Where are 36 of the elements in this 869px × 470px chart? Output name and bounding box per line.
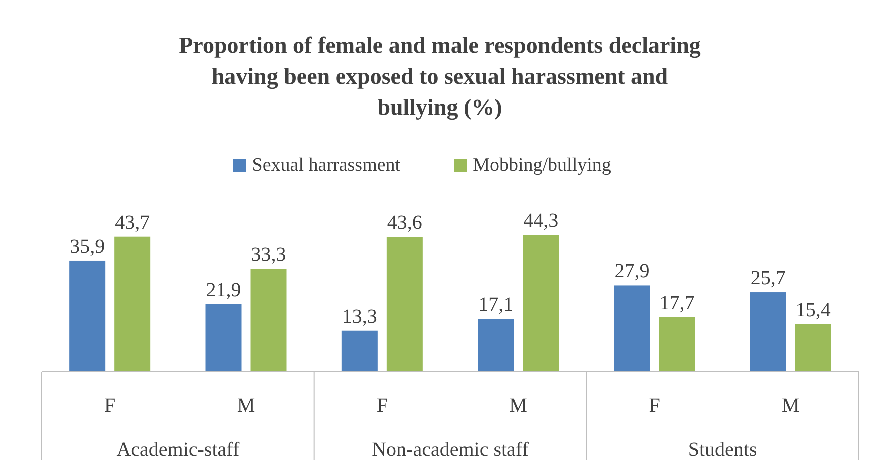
- data-label: 33,3: [251, 244, 286, 266]
- bar: [342, 330, 378, 372]
- bar: [478, 319, 514, 372]
- data-label: 25,7: [750, 268, 786, 290]
- legend-label: Sexual harrassment: [252, 155, 402, 176]
- data-label: 43,6: [387, 212, 422, 234]
- data-label: 43,7: [115, 212, 150, 234]
- bar: [614, 286, 650, 372]
- chart-title: Proportion of female and male respondents declaring having been exposed to sexual harassment and bullying (%): [179, 33, 702, 121]
- x-tick-label: M: [782, 395, 800, 417]
- bar: [250, 269, 287, 372]
- x-tick-label: M: [237, 395, 256, 417]
- bar: [114, 236, 151, 372]
- data-label: 15,4: [796, 299, 831, 322]
- data-label: 13,3: [342, 306, 378, 328]
- data-label: 35,9: [70, 236, 106, 258]
- bar: [659, 317, 696, 372]
- data-label: 27,9: [614, 260, 650, 283]
- text: Students: [688, 439, 758, 461]
- bar: [750, 292, 786, 372]
- text: Academic-staff: [116, 439, 240, 461]
- data-label: 17,7: [660, 292, 695, 314]
- bar: [795, 324, 832, 372]
- data-label: 17,1: [478, 294, 514, 316]
- legend-label: Mobbing/bullying: [473, 155, 612, 176]
- bar: [386, 237, 423, 372]
- data-label: 44,3: [524, 210, 559, 232]
- bar: [206, 304, 242, 372]
- x-tick-label: M: [510, 395, 528, 417]
- text: Non-academic staff: [372, 439, 530, 461]
- bar: [70, 260, 106, 372]
- bar: [523, 235, 560, 372]
- x-tick-label: F: [376, 395, 388, 417]
- x-tick-label: F: [104, 395, 116, 417]
- x-tick-label: F: [649, 395, 660, 417]
- data-label: 21,9: [206, 279, 242, 302]
